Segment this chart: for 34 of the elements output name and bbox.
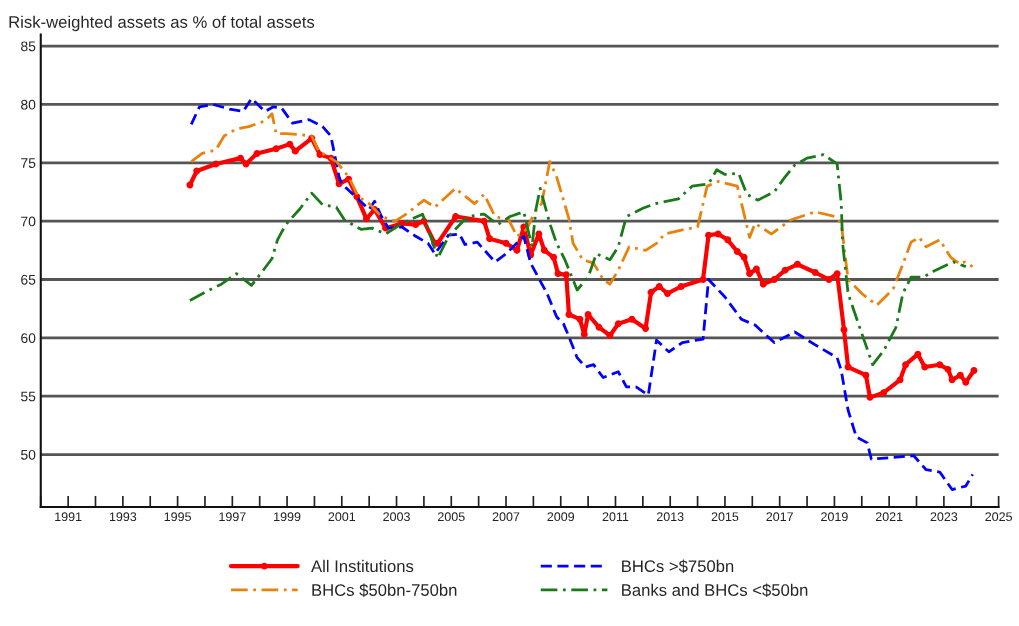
x-tick-label: 1997 <box>219 512 246 522</box>
x-tick-label: 2025 <box>985 512 1012 522</box>
chart-title: Risk-weighted assets as % of total assets <box>9 15 315 32</box>
legend-label: BHCs >$750bn <box>622 559 734 574</box>
y-tick-label: 80 <box>21 99 36 110</box>
y-tick-label: 75 <box>21 158 36 168</box>
legend-label: Banks and BHCs <$50bn <box>622 583 808 597</box>
x-tick-label: 1999 <box>274 512 301 522</box>
y-tick-label: 50 <box>21 449 36 460</box>
x-tick-label: 2015 <box>711 512 739 522</box>
x-tick-label: 2021 <box>875 512 903 522</box>
line-series <box>189 112 975 307</box>
x-tick-label: 2011 <box>602 512 629 522</box>
x-tick-label: 2001 <box>328 512 356 522</box>
x-tick-label: 2005 <box>438 512 465 522</box>
y-tick-label: 85 <box>21 41 36 52</box>
y-tick-label: 65 <box>21 274 36 285</box>
x-tick-label: 2013 <box>656 512 684 522</box>
line-series <box>189 97 975 491</box>
x-tick-label: 2017 <box>766 512 793 522</box>
y-tick-label: 60 <box>21 333 36 344</box>
x-tick-label: 1995 <box>164 512 191 522</box>
x-tick-label: 2007 <box>492 512 520 522</box>
legend-label: BHCs $50bn-750bn <box>312 583 457 597</box>
legend-label: All Institutions <box>311 559 414 573</box>
x-tick-label: 2003 <box>383 512 410 522</box>
x-tick-label: 1991 <box>55 512 82 522</box>
y-tick-label: 70 <box>21 216 36 227</box>
x-tick-label: 2023 <box>930 512 958 522</box>
x-tick-label: 2009 <box>547 512 575 522</box>
line-series <box>188 153 968 367</box>
y-tick-label: 55 <box>21 391 36 402</box>
x-tick-label: 2019 <box>821 512 848 522</box>
x-tick-label: 1993 <box>109 512 137 522</box>
